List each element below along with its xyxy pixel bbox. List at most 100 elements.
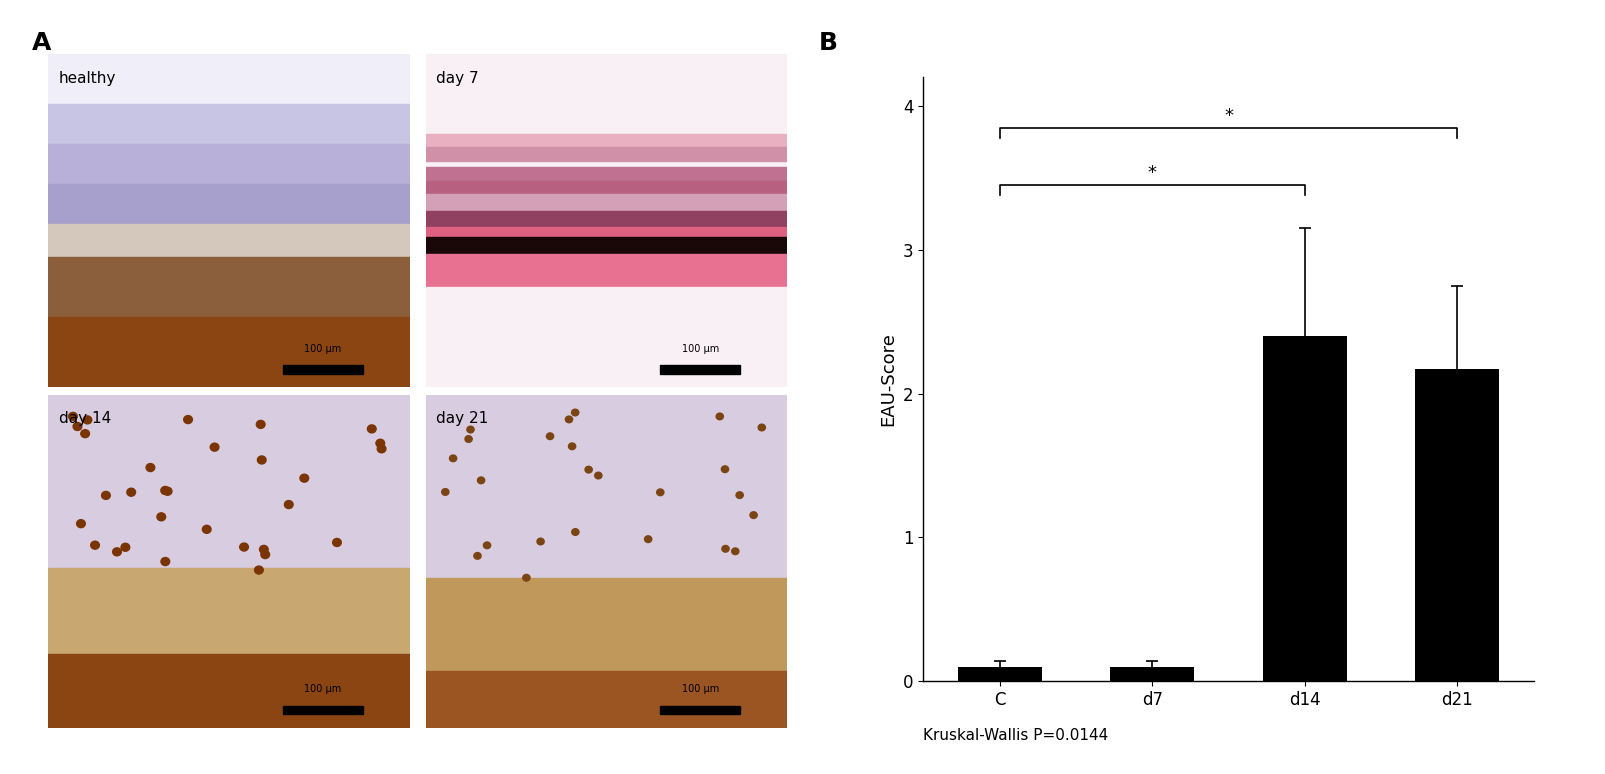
Circle shape xyxy=(202,526,210,533)
Text: Kruskal-Wallis P=0.0144: Kruskal-Wallis P=0.0144 xyxy=(923,728,1107,743)
Bar xyxy=(425,54,786,204)
Circle shape xyxy=(568,443,575,450)
Circle shape xyxy=(210,444,218,451)
Bar xyxy=(48,224,409,257)
Bar xyxy=(425,671,786,728)
Circle shape xyxy=(477,477,485,484)
Text: day 7: day 7 xyxy=(437,71,478,86)
Circle shape xyxy=(750,512,756,519)
Circle shape xyxy=(758,424,766,431)
Bar xyxy=(425,167,786,180)
Circle shape xyxy=(483,542,491,549)
Circle shape xyxy=(735,491,743,498)
Text: *: * xyxy=(1148,164,1156,183)
Bar xyxy=(425,395,786,587)
Circle shape xyxy=(80,430,90,437)
Circle shape xyxy=(257,456,266,464)
Circle shape xyxy=(260,550,270,559)
Circle shape xyxy=(164,488,172,495)
Bar xyxy=(48,395,409,577)
Circle shape xyxy=(584,466,592,473)
Circle shape xyxy=(368,425,376,433)
Circle shape xyxy=(157,513,165,521)
Bar xyxy=(48,317,409,387)
Circle shape xyxy=(571,529,579,536)
Circle shape xyxy=(594,472,602,479)
Text: day 21: day 21 xyxy=(437,412,488,426)
Bar xyxy=(48,144,409,184)
Circle shape xyxy=(127,488,135,496)
Circle shape xyxy=(77,519,85,528)
Circle shape xyxy=(90,541,100,550)
Circle shape xyxy=(284,501,294,509)
Text: *: * xyxy=(1223,107,1233,125)
Bar xyxy=(425,237,786,261)
Bar xyxy=(425,577,786,678)
Bar xyxy=(282,365,363,374)
Bar xyxy=(425,134,786,147)
Bar xyxy=(425,228,786,247)
Circle shape xyxy=(565,416,573,423)
Bar xyxy=(1414,369,1499,681)
Bar xyxy=(425,147,786,161)
Circle shape xyxy=(377,445,385,453)
Circle shape xyxy=(644,536,652,543)
Bar xyxy=(48,184,409,224)
Text: day 14: day 14 xyxy=(59,412,111,426)
Circle shape xyxy=(536,538,544,545)
Text: healthy: healthy xyxy=(59,71,116,86)
Bar xyxy=(282,706,363,714)
Bar xyxy=(425,180,786,194)
Text: 100 μm: 100 μm xyxy=(681,344,719,354)
Circle shape xyxy=(160,557,170,566)
Circle shape xyxy=(260,546,268,553)
Bar xyxy=(425,194,786,221)
Circle shape xyxy=(449,455,456,461)
Circle shape xyxy=(101,491,111,499)
Y-axis label: EAU-Score: EAU-Score xyxy=(880,332,897,426)
Circle shape xyxy=(160,487,170,495)
Circle shape xyxy=(183,416,193,423)
Text: B: B xyxy=(819,31,838,55)
Bar xyxy=(48,568,409,661)
Text: A: A xyxy=(32,31,51,55)
Circle shape xyxy=(716,413,722,420)
Text: 100 μm: 100 μm xyxy=(303,344,342,354)
Text: 100 μm: 100 μm xyxy=(681,684,719,694)
Circle shape xyxy=(300,474,308,482)
Circle shape xyxy=(523,574,530,581)
Bar xyxy=(48,54,409,104)
Circle shape xyxy=(239,543,249,551)
Circle shape xyxy=(721,546,729,552)
Bar xyxy=(48,257,409,317)
Bar xyxy=(48,104,409,144)
Circle shape xyxy=(332,539,342,546)
Circle shape xyxy=(83,416,91,424)
Circle shape xyxy=(656,489,663,495)
Circle shape xyxy=(120,543,130,551)
Circle shape xyxy=(721,466,729,473)
Bar xyxy=(425,211,786,237)
Bar xyxy=(660,365,740,374)
Bar xyxy=(957,666,1042,681)
Circle shape xyxy=(465,436,472,443)
Bar xyxy=(1262,336,1347,681)
Circle shape xyxy=(146,464,154,471)
Circle shape xyxy=(255,566,263,574)
Bar xyxy=(48,654,409,728)
Circle shape xyxy=(571,409,578,416)
Bar xyxy=(425,287,786,387)
Circle shape xyxy=(441,488,449,495)
Text: 100 μm: 100 μm xyxy=(303,684,342,694)
Circle shape xyxy=(546,433,554,440)
Bar xyxy=(660,706,740,714)
Bar xyxy=(1109,666,1194,681)
Circle shape xyxy=(467,426,473,433)
Bar xyxy=(425,254,786,294)
Circle shape xyxy=(112,548,122,556)
Circle shape xyxy=(732,548,738,555)
Circle shape xyxy=(473,553,482,559)
Circle shape xyxy=(69,413,77,420)
Circle shape xyxy=(74,423,82,430)
Circle shape xyxy=(257,420,265,428)
